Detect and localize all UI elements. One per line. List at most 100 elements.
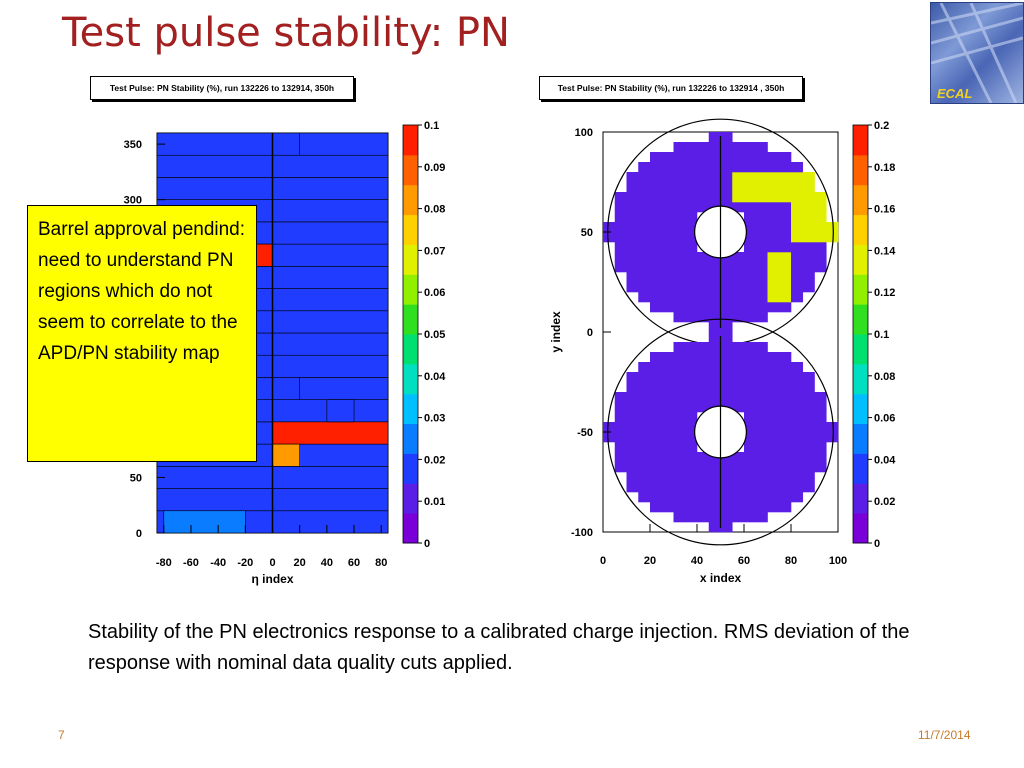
- endcap-cell: [767, 192, 780, 203]
- endcap-cell: [708, 502, 721, 513]
- endcap-cell: [685, 182, 698, 193]
- endcap-cell: [779, 452, 792, 463]
- heatmap-cell: [272, 288, 389, 312]
- endcap-cell: [697, 192, 710, 203]
- heatmap-cell: [156, 466, 273, 489]
- endcap-cell: [685, 442, 698, 453]
- endcap-cell: [708, 352, 721, 363]
- endcap-cell: [791, 392, 804, 403]
- colorbar-segment: [853, 244, 868, 275]
- endcap-cell: [685, 372, 698, 383]
- caption: Stability of the PN electronics response…: [88, 621, 910, 674]
- endcap-cell: [779, 152, 792, 163]
- endcap-cell: [685, 472, 698, 483]
- endcap-cell: [661, 452, 674, 463]
- endcap-cell: [755, 282, 768, 293]
- colorbar-tick-label: 0.04: [424, 371, 446, 383]
- endcap-cell: [732, 302, 745, 313]
- endcap-cell: [650, 442, 663, 453]
- colorbar-segment: [403, 334, 418, 365]
- endcap-cell: [697, 302, 710, 313]
- endcap-cell: [802, 392, 815, 403]
- endcap-cell: [791, 422, 804, 433]
- endcap-cell: [779, 462, 792, 473]
- endcap-cell: [673, 232, 686, 243]
- endcap-cell: [791, 382, 804, 393]
- endcap-cell: [744, 142, 757, 153]
- endcap-cell: [708, 152, 721, 163]
- colorbar-segment: [853, 453, 868, 484]
- endcap-cell: [732, 482, 745, 493]
- endcap-cell: [744, 422, 757, 433]
- endcap-cell: [614, 412, 627, 423]
- endcap-cell: [732, 492, 745, 503]
- endcap-cell: [767, 492, 780, 503]
- endcap-cell: [767, 252, 780, 263]
- endcap-cell: [650, 472, 663, 483]
- endcap-cell: [626, 422, 639, 433]
- endcap-cell: [767, 442, 780, 453]
- endcap-cell: [779, 292, 792, 303]
- x-tick-label: -40: [210, 557, 226, 569]
- endcap-cell: [802, 172, 815, 183]
- endcap-cell: [720, 362, 733, 373]
- endcap-cell: [697, 172, 710, 183]
- endcap-cell: [720, 392, 733, 403]
- endcap-cell: [708, 322, 721, 333]
- endcap-cell: [661, 392, 674, 403]
- endcap-cell: [732, 282, 745, 293]
- heatmap-cell: [272, 510, 389, 534]
- colorbar-tick-label: 0: [874, 538, 880, 550]
- endcap-cell: [673, 402, 686, 413]
- endcap-cell: [779, 482, 792, 493]
- colorbar-tick-label: 0.06: [874, 413, 895, 425]
- endcap-cell: [732, 272, 745, 283]
- colorbar-segment: [853, 483, 868, 514]
- colorbar-tick-label: 0.14: [874, 245, 896, 257]
- endcap-cell: [767, 172, 780, 183]
- endcap-cell: [673, 442, 686, 453]
- x-tick-label: 20: [294, 557, 306, 569]
- endcap-cell: [626, 272, 639, 283]
- endcap-cell: [744, 472, 757, 483]
- endcap-cell: [626, 282, 639, 293]
- endcap-cell: [626, 212, 639, 223]
- endcap-cell: [661, 382, 674, 393]
- endcap-cell: [779, 162, 792, 173]
- endcap-cell: [603, 422, 616, 433]
- endcap-cell: [791, 432, 804, 443]
- x-tick-label: 0: [269, 557, 275, 569]
- heatmap-cell: [272, 199, 389, 223]
- x-tick-label: 20: [644, 555, 656, 567]
- endcap-cell: [755, 492, 768, 503]
- y-tick-label: 0: [136, 528, 142, 540]
- endcap-cell: [661, 232, 674, 243]
- endcap-cell: [638, 452, 651, 463]
- endcap-cell: [791, 182, 804, 193]
- endcap-cell: [814, 202, 827, 213]
- endcap-cell: [767, 352, 780, 363]
- endcap-cell: [638, 272, 651, 283]
- colorbar-tick-label: 0.07: [424, 245, 445, 257]
- endcap-cell: [744, 242, 757, 253]
- endcap-cell: [661, 282, 674, 293]
- colorbar-tick-label: 0.02: [424, 454, 445, 466]
- endcap-cell: [755, 502, 768, 513]
- endcap-cell: [720, 512, 733, 523]
- endcap-cell: [673, 162, 686, 173]
- endcap-cell: [732, 192, 745, 203]
- endcap-cell: [638, 202, 651, 213]
- colorbar-segment: [853, 154, 868, 186]
- endcap-cell: [755, 192, 768, 203]
- endcap-cell: [767, 432, 780, 443]
- endcap-cell: [650, 432, 663, 443]
- endcap-cell: [673, 492, 686, 503]
- endcap-cell: [767, 402, 780, 413]
- heatmap-cell: [272, 310, 389, 334]
- endcap-cell: [638, 392, 651, 403]
- endcap-cell: [697, 472, 710, 483]
- colorbar-segment: [403, 423, 418, 454]
- endcap-cell: [755, 182, 768, 193]
- endcap-cell: [697, 262, 710, 273]
- endcap-cell: [767, 212, 780, 223]
